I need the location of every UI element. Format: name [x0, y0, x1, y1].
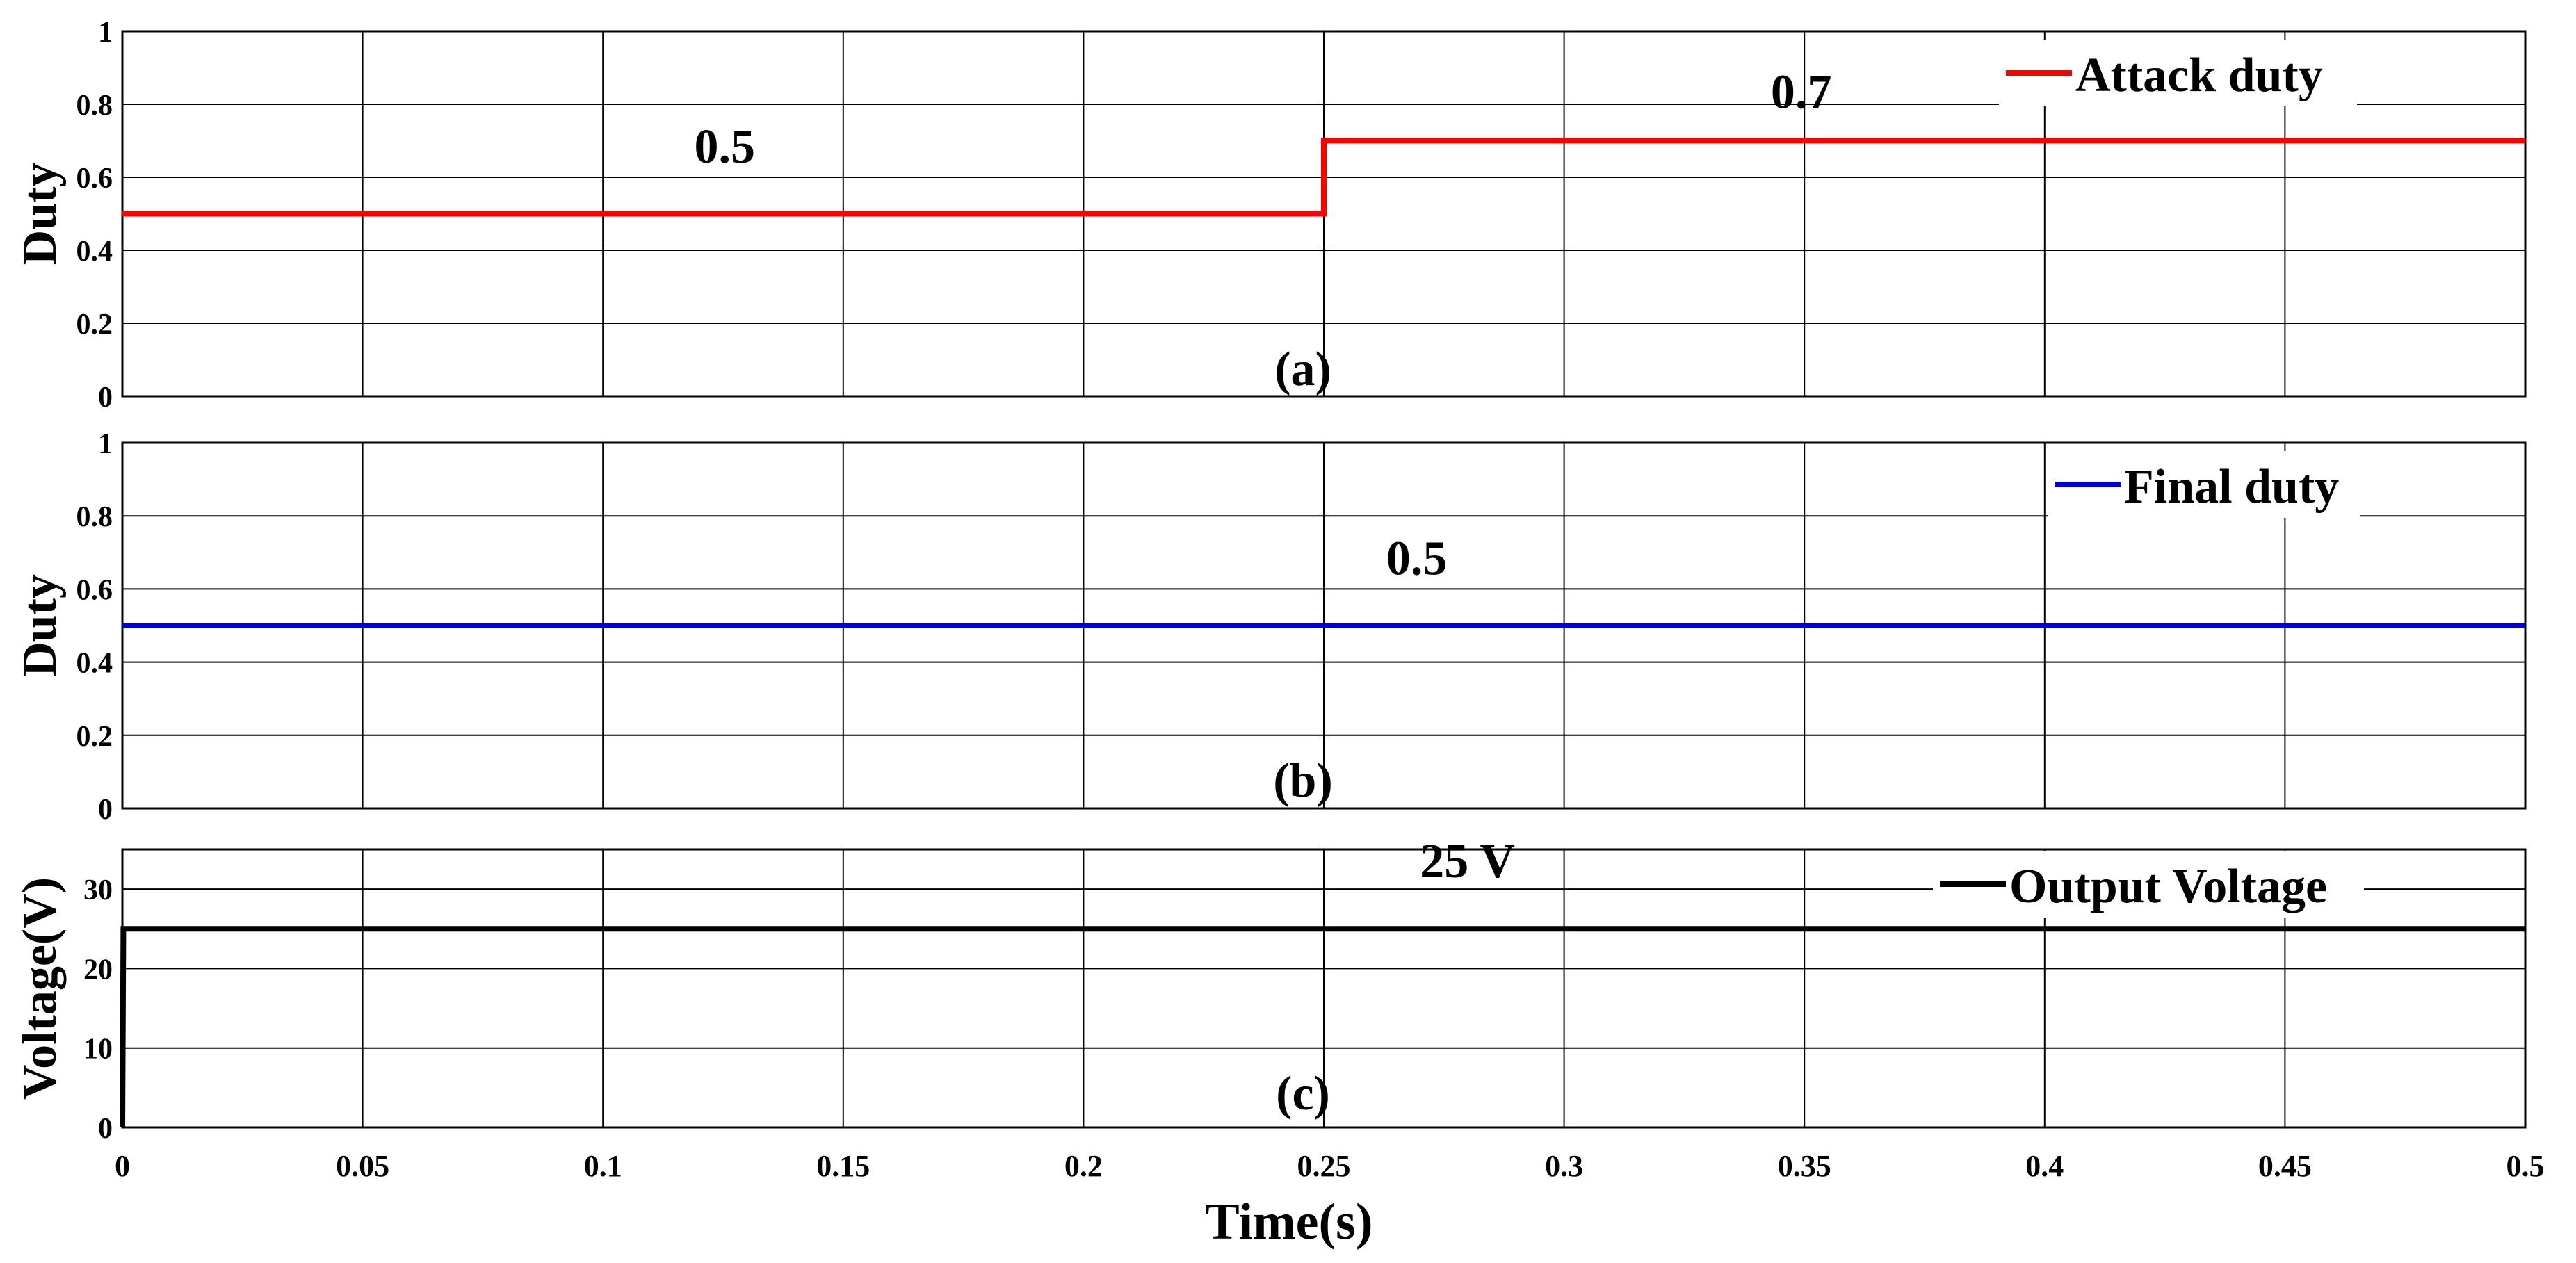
y-tick-label: 0	[98, 1113, 113, 1145]
data-annotation: 0.5	[695, 120, 756, 174]
y-tick-label: 30	[83, 874, 113, 906]
y-axis-label: Duty	[13, 574, 67, 677]
data-annotation: 25 V	[1420, 835, 1515, 888]
panel-b: 0 0.2 0.4 0.6 0.8 1 Final duty 0.5 (b) Duty	[13, 428, 2527, 826]
y-tick-label: 0.4	[76, 236, 113, 268]
x-tick-label: 0.15	[816, 1149, 870, 1183]
x-axis-label: Time(s)	[1205, 1193, 1372, 1250]
series-line-output-voltage	[120, 926, 2525, 1128]
panel-label: (b)	[1273, 754, 1333, 808]
y-tick-label: 10	[83, 1034, 113, 1066]
x-tick-label: 0.25	[1297, 1149, 1351, 1183]
x-tick-label: 0.4	[2025, 1149, 2064, 1183]
y-tick-label: 0.2	[76, 721, 113, 753]
x-tick-label: 0	[115, 1149, 130, 1183]
data-annotation: 0.7	[1771, 65, 1832, 119]
x-tick-label: 0.05	[336, 1149, 389, 1183]
x-tick-label: 0.35	[1778, 1149, 1831, 1183]
y-tick-label: 0.8	[76, 90, 113, 122]
y-tick-label: 1	[98, 17, 113, 49]
y-tick-label: 0.6	[76, 574, 113, 606]
panel-c: 0 10 20 30 Output Voltage 25 V (c) Voltage(V) 0 0…	[13, 835, 2545, 1250]
x-tick-label: 0.1	[584, 1149, 622, 1183]
x-tick-label: 0.2	[1064, 1149, 1103, 1183]
y-axis-label: Duty	[13, 163, 67, 266]
legend-label: Final duty	[2124, 460, 2339, 514]
series-line-attack-duty	[122, 138, 2525, 217]
y-tick-label: 0.2	[76, 309, 113, 341]
y-tick-label: 0.8	[76, 501, 113, 533]
legend-label: Output Voltage	[2009, 860, 2327, 913]
x-tick-label: 0.3	[1545, 1149, 1583, 1183]
panel-label: (c)	[1276, 1067, 1330, 1121]
x-tick-label: 0.45	[2258, 1149, 2312, 1183]
y-axis-label: Voltage(V)	[13, 877, 67, 1100]
data-annotation: 0.5	[1386, 532, 1448, 585]
panel-a: 0 0.2 0.4 0.6 0.8 1 Attack duty 0.5 0.7 (a) Duty	[13, 17, 2527, 414]
panel-label: (a)	[1274, 343, 1331, 396]
y-tick-label: 20	[83, 954, 113, 986]
legend-label: Attack duty	[2075, 49, 2323, 102]
x-tick-label: 0.5	[2506, 1149, 2545, 1183]
y-tick-label: 1	[98, 428, 113, 460]
y-tick-label: 0	[98, 794, 113, 826]
y-tick-label: 0.6	[76, 163, 113, 195]
y-tick-label: 0.4	[76, 648, 113, 680]
y-tick-label: 0	[98, 382, 113, 414]
